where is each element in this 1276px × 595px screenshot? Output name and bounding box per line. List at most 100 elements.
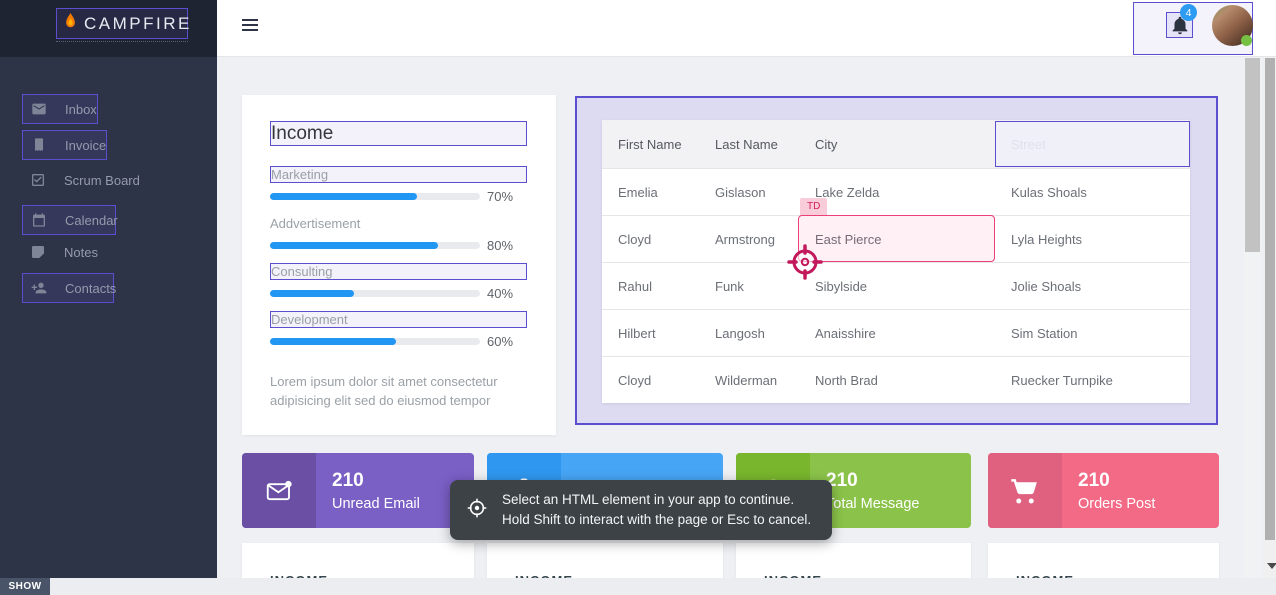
table-cell[interactable]: Jolie Shoals — [1011, 278, 1082, 294]
mini-card-title: INCOME — [515, 573, 573, 578]
scrum-board-icon — [30, 172, 46, 188]
progress-bar-development — [270, 338, 480, 345]
column-header[interactable]: Last Name — [715, 136, 778, 152]
income-mini-card: INCOME — [242, 543, 474, 578]
picked-element-highlight — [798, 215, 995, 262]
sidebar-item-label: Notes — [64, 244, 98, 260]
sidebar-item-label: Contacts — [65, 280, 117, 296]
table-cell[interactable]: Funk — [715, 278, 744, 294]
progress-label-marketing: Marketing — [270, 166, 527, 183]
contacts-icon — [31, 280, 47, 296]
stat-label: Total Message — [826, 495, 920, 512]
target-icon — [466, 497, 488, 524]
show-button[interactable]: SHOW — [0, 578, 50, 595]
sidebar-item-scrum-board[interactable]: Scrum Board — [22, 165, 162, 195]
column-header[interactable]: City — [815, 136, 838, 152]
sidebar-item-inbox[interactable]: Inbox — [22, 94, 98, 124]
income-mini-card: INCOME — [487, 543, 723, 578]
tooltip-line2: Hold Shift to interact with the page or … — [502, 512, 812, 527]
table-cell[interactable]: Sibylside — [815, 278, 868, 294]
table-cell[interactable]: Kulas Shoals — [1011, 184, 1087, 200]
flame-icon — [63, 12, 78, 35]
table-cell[interactable]: Anaisshire — [815, 325, 876, 341]
table-cell[interactable]: Armstrong — [715, 231, 775, 247]
progress-bar-marketing — [270, 193, 480, 200]
stat-label: Orders Post — [1078, 495, 1156, 512]
stat-value: 210 — [1078, 469, 1110, 491]
table-row[interactable]: Emelia Gislason Lake Zelda Kulas Shoals — [602, 168, 1190, 215]
invoice-icon — [31, 137, 47, 153]
online-status-dot — [1241, 35, 1252, 46]
table-cell[interactable]: Wilderman — [715, 372, 778, 388]
stat-value: 210 — [332, 469, 364, 491]
stat-value: 210 — [826, 469, 858, 491]
notification-bell-icon[interactable] — [1169, 14, 1191, 36]
income-card-description: Lorem ipsum dolor sit amet consectetur a… — [270, 374, 498, 408]
app-title: CAMPFIRE — [84, 13, 192, 33]
stat-label: Unread Email — [332, 495, 420, 512]
sidebar-item-calendar[interactable]: Calendar — [22, 205, 118, 235]
outer-scrollbar-thumb[interactable] — [1265, 58, 1275, 540]
table-cell[interactable]: Gislason — [715, 184, 766, 200]
calendar-icon — [31, 212, 47, 228]
stat-card-orders-post[interactable]: 210 Orders Post — [988, 453, 1219, 528]
stat-card-unread-email[interactable]: 210 Unread Email — [242, 453, 474, 528]
bottom-band — [0, 578, 1276, 595]
table-row[interactable]: Hilbert Langosh Anaisshire Sim Station — [602, 309, 1190, 356]
inner-scrollbar-thumb[interactable] — [1245, 58, 1260, 252]
mail-icon — [242, 453, 316, 528]
progress-value: 80% — [487, 238, 514, 253]
mini-card-title: INCOME — [270, 573, 328, 578]
logo-underline — [56, 41, 188, 42]
sidebar-item-label: Scrum Board — [64, 172, 140, 188]
table-cell[interactable]: Cloyd — [618, 372, 652, 388]
element-tag-label: TD — [800, 198, 828, 216]
table-cell[interactable]: Cloyd — [618, 231, 652, 247]
progress-value: 40% — [487, 286, 514, 301]
scrollbar-down-arrow-icon[interactable] — [1267, 563, 1276, 569]
sidebar: CAMPFIRE Inbox Invoice Scrum Board Calen… — [0, 0, 217, 578]
income-card-title: Income — [270, 121, 527, 146]
progress-label-addvertisement: Addvertisement — [270, 216, 361, 231]
picker-crosshair-icon — [787, 244, 823, 280]
table-cell[interactable]: Ruecker Turnpike — [1011, 372, 1113, 388]
element-picker-tooltip: Select an HTML element in your app to co… — [450, 480, 832, 540]
progress-label-development: Development — [270, 311, 527, 328]
progress-bar-addvertisement — [270, 242, 480, 249]
logo-bar: CAMPFIRE — [0, 0, 217, 57]
sidebar-item-notes[interactable]: Notes — [22, 237, 142, 267]
progress-value: 60% — [487, 334, 514, 349]
table-cell[interactable]: North Brad — [815, 372, 878, 388]
table-cell[interactable]: Sim Station — [1011, 325, 1078, 341]
hamburger-menu-icon[interactable] — [242, 19, 258, 32]
table-cell[interactable]: Rahul — [618, 278, 652, 294]
progress-label-consulting: Consulting — [270, 263, 527, 280]
mini-card-title: INCOME — [764, 573, 822, 578]
table-cell-highlighted[interactable]: East Pierce — [815, 231, 882, 247]
column-header[interactable]: First Name — [618, 136, 682, 152]
table-cell[interactable]: Hilbert — [618, 325, 656, 341]
sidebar-item-contacts[interactable]: Contacts — [22, 273, 117, 303]
table-cell[interactable]: Lyla Heights — [1011, 231, 1083, 247]
income-mini-card: INCOME — [736, 543, 971, 578]
inbox-icon — [31, 101, 47, 117]
notification-badge: 4 — [1180, 4, 1197, 21]
table-row[interactable]: Cloyd Wilderman North Brad Ruecker Turnp… — [602, 356, 1190, 403]
income-mini-card: INCOME — [988, 543, 1219, 578]
sidebar-item-label: Inbox — [65, 101, 97, 117]
sidebar-item-label: Invoice — [65, 137, 107, 153]
table-cell[interactable]: Emelia — [618, 184, 658, 200]
logo[interactable]: CAMPFIRE — [56, 8, 189, 39]
street-header-selection-box — [995, 121, 1190, 167]
mini-card-title: INCOME — [1016, 573, 1074, 578]
progress-bar-consulting — [270, 290, 480, 297]
progress-value: 70% — [487, 189, 514, 204]
table-cell[interactable]: Langosh — [715, 325, 765, 341]
sidebar-item-invoice[interactable]: Invoice — [22, 130, 107, 160]
table-row[interactable]: Rahul Funk Sibylside Jolie Shoals — [602, 262, 1190, 309]
income-card: Income Marketing 70% Addvertisement 80% … — [242, 95, 556, 435]
table-cell[interactable]: Lake Zelda — [815, 184, 880, 200]
tooltip-line1: Select an HTML element in your app to co… — [502, 492, 795, 507]
sidebar-item-label: Calendar — [65, 212, 118, 228]
top-header — [217, 0, 1276, 57]
